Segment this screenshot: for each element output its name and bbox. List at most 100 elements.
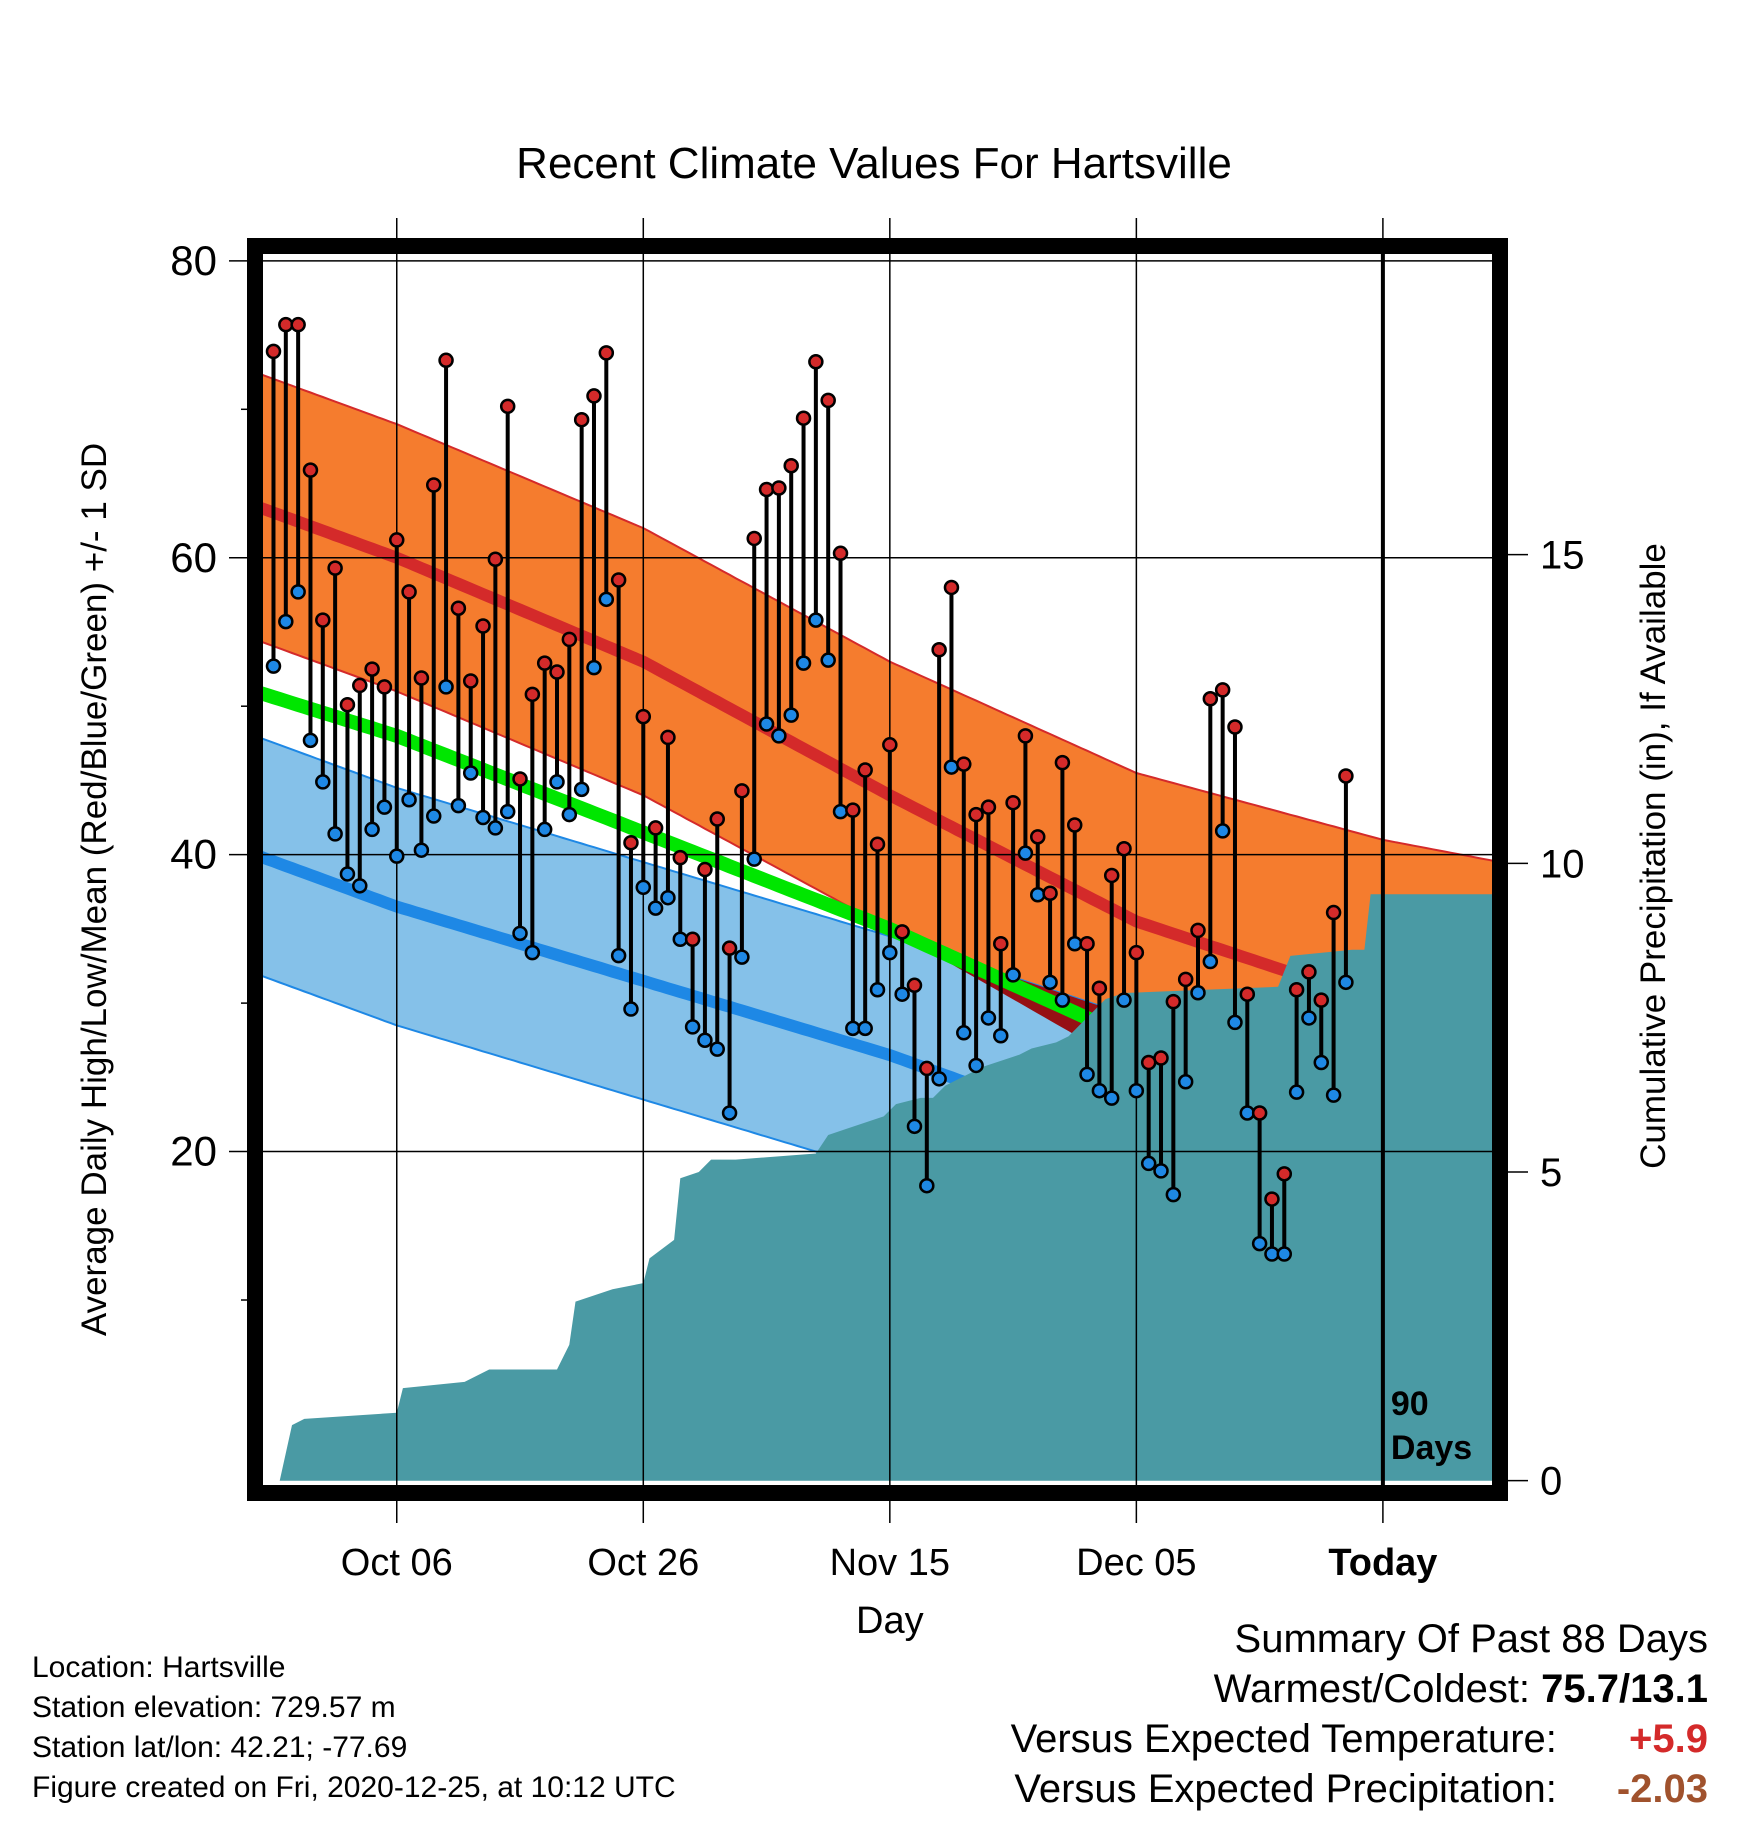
y-tick-label: 80 — [170, 237, 217, 284]
high-temp-point — [438, 352, 454, 369]
high-temp-point — [968, 806, 984, 823]
y2-tick-label: 0 — [1540, 1460, 1562, 1504]
high-temp-point — [758, 481, 775, 498]
temp-departure-value: +5.9 — [1629, 1717, 1708, 1761]
high-temp-point — [1251, 1105, 1268, 1121]
x-tick-label: Nov 15 — [830, 1542, 950, 1584]
low-temp-point — [1017, 845, 1034, 861]
low-temp-point — [980, 1010, 997, 1026]
low-temp-point — [302, 732, 319, 749]
low-temp-point — [906, 1118, 923, 1135]
high-temp-point — [808, 354, 824, 370]
high-temp-point — [869, 836, 886, 853]
low-temp-point — [1214, 823, 1231, 839]
low-temp-point — [1054, 992, 1071, 1008]
high-temp-point — [290, 316, 306, 333]
low-temp-point — [832, 803, 849, 820]
high-temp-point — [1079, 935, 1095, 952]
high-temp-point — [906, 977, 923, 994]
warmest-coldest-label: Warmest/Coldest: — [1213, 1667, 1531, 1711]
low-temp-point — [1005, 967, 1021, 983]
low-temp-point — [450, 797, 467, 814]
high-temp-point — [536, 655, 553, 671]
x-tick-label: Oct 26 — [587, 1542, 699, 1584]
low-temp-point — [623, 1001, 639, 1017]
low-temp-point — [956, 1025, 972, 1041]
low-temp-point — [869, 981, 886, 998]
low-temp-point — [610, 947, 627, 964]
high-temp-point — [315, 612, 331, 628]
x-tick-label: Dec 05 — [1076, 1542, 1196, 1584]
high-temp-point — [302, 462, 319, 478]
x-tick-label: Today — [1328, 1542, 1437, 1584]
low-temp-point — [1066, 935, 1083, 952]
warmest-coldest-row: Warmest/Coldest: 75.7/13.1 — [1011, 1664, 1708, 1714]
warmest-coldest-value: 75.7/13.1 — [1541, 1667, 1708, 1711]
high-temp-point — [598, 345, 615, 361]
low-temp-point — [672, 931, 689, 948]
low-temp-point — [1239, 1105, 1256, 1121]
high-temp-point — [635, 708, 652, 725]
low-temp-point — [771, 728, 787, 744]
low-temp-point — [401, 791, 417, 808]
high-temp-point — [352, 677, 368, 694]
high-temp-point — [709, 811, 726, 827]
low-temp-point — [894, 986, 910, 1002]
today-marker-label: 90 Days — [1391, 1385, 1472, 1467]
latlon-text: Station lat/lon: 42.21; -77.69 — [32, 1731, 408, 1764]
high-temp-point — [265, 343, 282, 360]
y-tick-label: 40 — [170, 831, 217, 878]
high-temp-point — [684, 931, 701, 948]
high-temp-point — [1239, 986, 1256, 1002]
high-temp-point — [647, 820, 664, 836]
created-text: Figure created on Fri, 2020-12-25, at 10… — [32, 1771, 676, 1804]
high-temp-point — [278, 316, 294, 333]
high-temp-point — [401, 584, 417, 600]
high-temp-point — [734, 783, 750, 799]
high-temp-point — [894, 924, 910, 940]
high-temp-point — [512, 771, 528, 787]
high-temp-point — [1288, 981, 1305, 998]
low-temp-point — [536, 821, 553, 838]
low-temp-point — [376, 799, 393, 815]
low-temp-point — [968, 1057, 984, 1074]
high-temp-point — [993, 935, 1009, 952]
low-temp-point — [845, 1020, 861, 1037]
high-temp-point — [1227, 719, 1243, 735]
high-temp-point — [820, 392, 836, 409]
high-temp-point — [1338, 768, 1354, 784]
high-temp-point — [413, 670, 430, 686]
high-temp-point — [1202, 691, 1219, 707]
high-temp-point — [364, 661, 380, 677]
low-temp-point — [709, 1041, 726, 1057]
low-temp-point — [882, 944, 898, 961]
low-temp-point — [389, 848, 405, 864]
low-temp-point — [857, 1020, 873, 1037]
temp-departure-row: Versus Expected Temperature: +5.9 — [1011, 1714, 1708, 1764]
plot-area: 90 Days — [255, 246, 1500, 1493]
high-temp-point — [610, 572, 627, 588]
low-temp-point — [1202, 953, 1219, 970]
low-temp-point — [647, 900, 664, 916]
low-temp-point — [315, 774, 331, 790]
high-temp-point — [832, 545, 849, 562]
high-temp-point — [1029, 829, 1046, 845]
high-temp-point — [1301, 964, 1317, 980]
low-temp-point — [1079, 1066, 1095, 1083]
station-info: Location: Hartsville Station elevation: … — [32, 1648, 676, 1808]
high-temp-point — [586, 388, 602, 404]
low-temp-point — [278, 613, 294, 630]
low-temp-point — [1227, 1014, 1243, 1031]
low-temp-point — [573, 781, 590, 798]
high-temp-point — [549, 664, 565, 680]
x-tick-label: Oct 06 — [341, 1542, 453, 1584]
summary-heading: Summary Of Past 88 Days — [1234, 1617, 1708, 1661]
high-temp-point — [660, 729, 676, 746]
low-temp-point — [820, 652, 836, 668]
high-temp-point — [327, 560, 343, 576]
high-temp-point — [1214, 682, 1231, 698]
elevation-text: Station elevation: 729.57 m — [32, 1691, 396, 1724]
low-temp-point — [734, 949, 750, 965]
y2-tick-label: 5 — [1540, 1151, 1562, 1195]
high-temp-point — [1103, 867, 1120, 884]
